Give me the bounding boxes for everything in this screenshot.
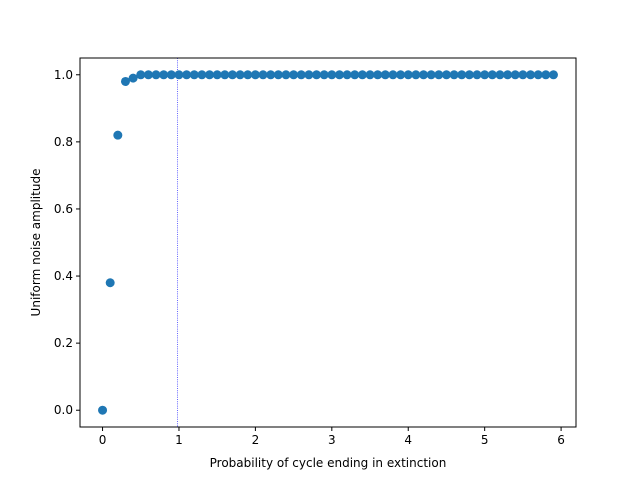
data-point: [243, 70, 253, 80]
y-tick-label: 1.0: [54, 68, 73, 82]
data-point: [312, 70, 322, 80]
data-point: [510, 70, 520, 80]
x-tick-label: 6: [557, 433, 565, 447]
x-tick-label: 2: [252, 433, 260, 447]
data-point: [120, 76, 130, 86]
data-point: [289, 70, 299, 80]
data-point: [380, 70, 390, 80]
y-tick-label: 0.2: [54, 336, 73, 350]
data-point: [98, 405, 108, 415]
data-point: [327, 70, 337, 80]
data-point: [373, 70, 383, 80]
data-point: [495, 70, 505, 80]
data-point: [250, 70, 260, 80]
data-point: [403, 70, 413, 80]
data-point: [266, 70, 276, 80]
data-point: [182, 70, 192, 80]
data-point: [487, 70, 497, 80]
data-point: [357, 70, 367, 80]
data-point: [151, 70, 161, 80]
y-axis-label: Uniform noise amplitude: [29, 169, 43, 317]
y-tick-label: 0.0: [54, 403, 73, 417]
y-tick-label: 0.4: [54, 269, 73, 283]
data-point: [334, 70, 344, 80]
data-point: [143, 70, 153, 80]
data-point: [319, 70, 329, 80]
data-point: [227, 70, 237, 80]
data-point: [189, 70, 199, 80]
data-point: [220, 70, 230, 80]
x-tick-label: 1: [175, 433, 183, 447]
data-point: [426, 70, 436, 80]
data-point: [449, 70, 459, 80]
data-point: [441, 70, 451, 80]
data-point: [304, 70, 314, 80]
data-point: [174, 70, 184, 80]
data-point: [526, 70, 536, 80]
data-point: [212, 70, 222, 80]
data-point: [388, 70, 398, 80]
data-point: [342, 70, 352, 80]
data-point: [205, 70, 215, 80]
data-point: [548, 70, 558, 80]
data-point: [411, 70, 421, 80]
data-point: [136, 70, 146, 80]
data-point: [464, 70, 474, 80]
data-point: [105, 278, 115, 288]
data-point: [273, 70, 283, 80]
data-point: [128, 73, 138, 83]
data-point: [350, 70, 360, 80]
data-point: [113, 130, 123, 140]
data-point: [365, 70, 375, 80]
data-point: [533, 70, 543, 80]
data-point: [518, 70, 528, 80]
data-point: [457, 70, 467, 80]
plot-area-frame: [79, 57, 577, 428]
data-point: [503, 70, 513, 80]
data-point: [235, 70, 245, 80]
data-point: [258, 70, 268, 80]
x-axis-label: Probability of cycle ending in extinctio…: [210, 456, 447, 470]
data-point: [419, 70, 429, 80]
data-point: [472, 70, 482, 80]
data-point: [197, 70, 207, 80]
data-point: [541, 70, 551, 80]
x-tick-label: 5: [481, 433, 489, 447]
x-tick-label: 4: [404, 433, 412, 447]
x-tick-label: 0: [99, 433, 107, 447]
data-point: [296, 70, 306, 80]
x-tick-label: 3: [328, 433, 336, 447]
data-point: [166, 70, 176, 80]
y-tick-label: 0.6: [54, 202, 73, 216]
data-point: [434, 70, 444, 80]
data-point: [281, 70, 291, 80]
data-point: [396, 70, 406, 80]
data-point: [159, 70, 169, 80]
data-point: [480, 70, 490, 80]
y-tick-label: 0.8: [54, 135, 73, 149]
